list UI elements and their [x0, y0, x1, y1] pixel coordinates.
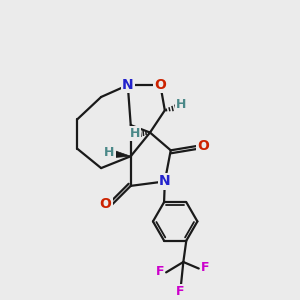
Text: F: F	[155, 265, 164, 278]
Text: N: N	[159, 174, 171, 188]
Text: H: H	[176, 98, 186, 112]
Text: F: F	[201, 261, 209, 274]
Text: N: N	[122, 78, 134, 92]
Text: O: O	[154, 78, 166, 92]
Text: H: H	[129, 127, 140, 140]
Text: F: F	[176, 285, 184, 298]
Text: O: O	[100, 196, 112, 211]
Polygon shape	[112, 150, 131, 158]
Text: O: O	[197, 139, 209, 153]
Text: H: H	[104, 146, 115, 159]
